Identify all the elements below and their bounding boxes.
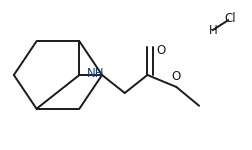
Text: O: O bbox=[156, 44, 166, 57]
Text: NH: NH bbox=[87, 67, 104, 80]
Text: Cl: Cl bbox=[225, 12, 236, 24]
Text: O: O bbox=[172, 69, 181, 82]
Text: H: H bbox=[209, 24, 217, 36]
